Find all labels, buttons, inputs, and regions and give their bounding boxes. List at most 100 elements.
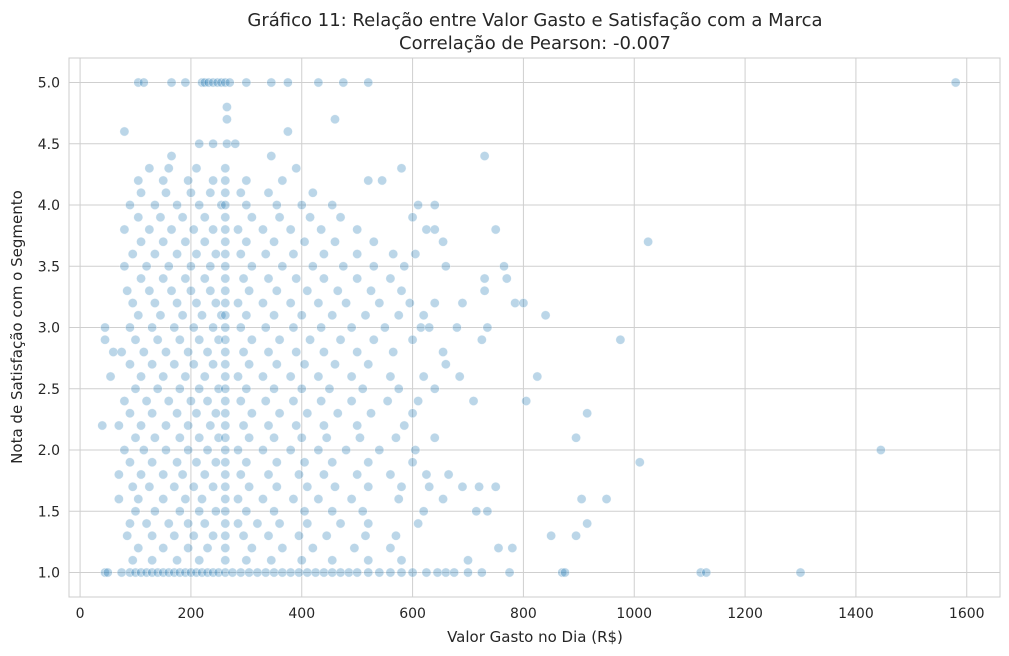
data-point — [374, 298, 385, 308]
data-point — [271, 359, 282, 370]
data-point — [220, 200, 231, 210]
data-point — [274, 334, 285, 345]
data-point — [220, 334, 231, 345]
data-point — [407, 408, 418, 419]
data-point — [463, 567, 473, 578]
data-point — [194, 138, 205, 149]
data-point — [266, 151, 277, 161]
data-point — [158, 175, 169, 186]
data-point — [208, 567, 218, 578]
data-point — [241, 506, 252, 517]
data-point — [274, 408, 285, 419]
data-point — [246, 334, 257, 345]
data-point — [216, 77, 227, 88]
data-point — [327, 310, 338, 321]
data-point — [307, 187, 318, 198]
data-point — [230, 138, 241, 149]
data-point — [330, 114, 340, 125]
data-point — [188, 322, 199, 333]
data-point — [235, 249, 246, 259]
data-point — [100, 334, 110, 345]
data-point — [136, 420, 146, 431]
data-point — [269, 567, 279, 578]
data-point — [385, 469, 396, 480]
data-point — [346, 371, 357, 382]
data-point — [282, 77, 293, 88]
data-point — [161, 347, 171, 357]
data-point — [263, 347, 274, 357]
data-point — [349, 543, 360, 553]
data-point — [407, 212, 418, 223]
data-point — [147, 567, 158, 578]
data-point — [410, 249, 421, 259]
data-point — [186, 567, 196, 578]
data-point — [186, 396, 196, 406]
data-point — [360, 310, 371, 321]
data-point — [119, 261, 130, 272]
data-point — [208, 175, 218, 186]
data-point — [233, 518, 243, 529]
data-point — [266, 555, 277, 566]
data-point — [161, 187, 171, 198]
data-point — [191, 408, 202, 419]
data-point — [144, 224, 155, 235]
data-point — [346, 322, 357, 333]
data-point — [202, 543, 213, 553]
x-axis-label: Valor Gasto no Dia (R$) — [447, 628, 623, 646]
data-point — [125, 567, 135, 578]
data-point — [476, 334, 487, 345]
data-point — [163, 163, 174, 174]
data-point — [482, 322, 493, 333]
data-point — [158, 371, 169, 382]
data-point — [210, 298, 221, 308]
data-point — [158, 543, 169, 553]
data-point — [404, 298, 415, 308]
data-point — [166, 151, 177, 161]
data-point — [288, 396, 299, 406]
data-point — [130, 506, 141, 517]
data-point — [352, 347, 363, 357]
y-tick-label: 5.0 — [38, 76, 60, 92]
data-point — [220, 408, 231, 419]
data-point — [208, 481, 218, 492]
data-point — [701, 567, 712, 578]
data-point — [152, 334, 163, 345]
data-point — [449, 567, 460, 578]
data-point — [327, 567, 338, 578]
data-point — [127, 249, 138, 259]
data-point — [252, 567, 263, 578]
data-point — [368, 334, 379, 345]
chart-title: Gráfico 11: Relação entre Valor Gasto e … — [247, 10, 822, 31]
data-point — [377, 175, 388, 186]
data-point — [327, 506, 338, 517]
data-point — [474, 481, 484, 492]
data-point — [388, 249, 399, 259]
data-point — [346, 494, 357, 504]
data-point — [136, 187, 146, 198]
data-point — [319, 347, 329, 357]
data-point — [391, 432, 401, 443]
data-point — [695, 567, 706, 578]
data-point — [222, 102, 232, 112]
data-point — [161, 420, 171, 431]
data-point — [183, 347, 194, 357]
data-point — [271, 285, 282, 296]
data-point — [172, 408, 182, 419]
data-point — [343, 567, 354, 578]
data-point — [235, 396, 246, 406]
data-point — [296, 555, 307, 566]
data-point — [274, 518, 285, 529]
y-tick-label: 3.5 — [38, 259, 60, 275]
data-point — [224, 77, 235, 88]
data-point — [205, 285, 216, 296]
plot-frame — [68, 57, 1001, 598]
data-point — [274, 212, 285, 223]
x-tick-label: 400 — [288, 606, 315, 622]
data-point — [220, 518, 231, 529]
data-point — [244, 359, 255, 370]
data-point — [521, 396, 532, 406]
data-point — [241, 383, 252, 394]
data-point — [133, 310, 144, 321]
data-point — [125, 408, 135, 419]
data-point — [429, 432, 440, 443]
